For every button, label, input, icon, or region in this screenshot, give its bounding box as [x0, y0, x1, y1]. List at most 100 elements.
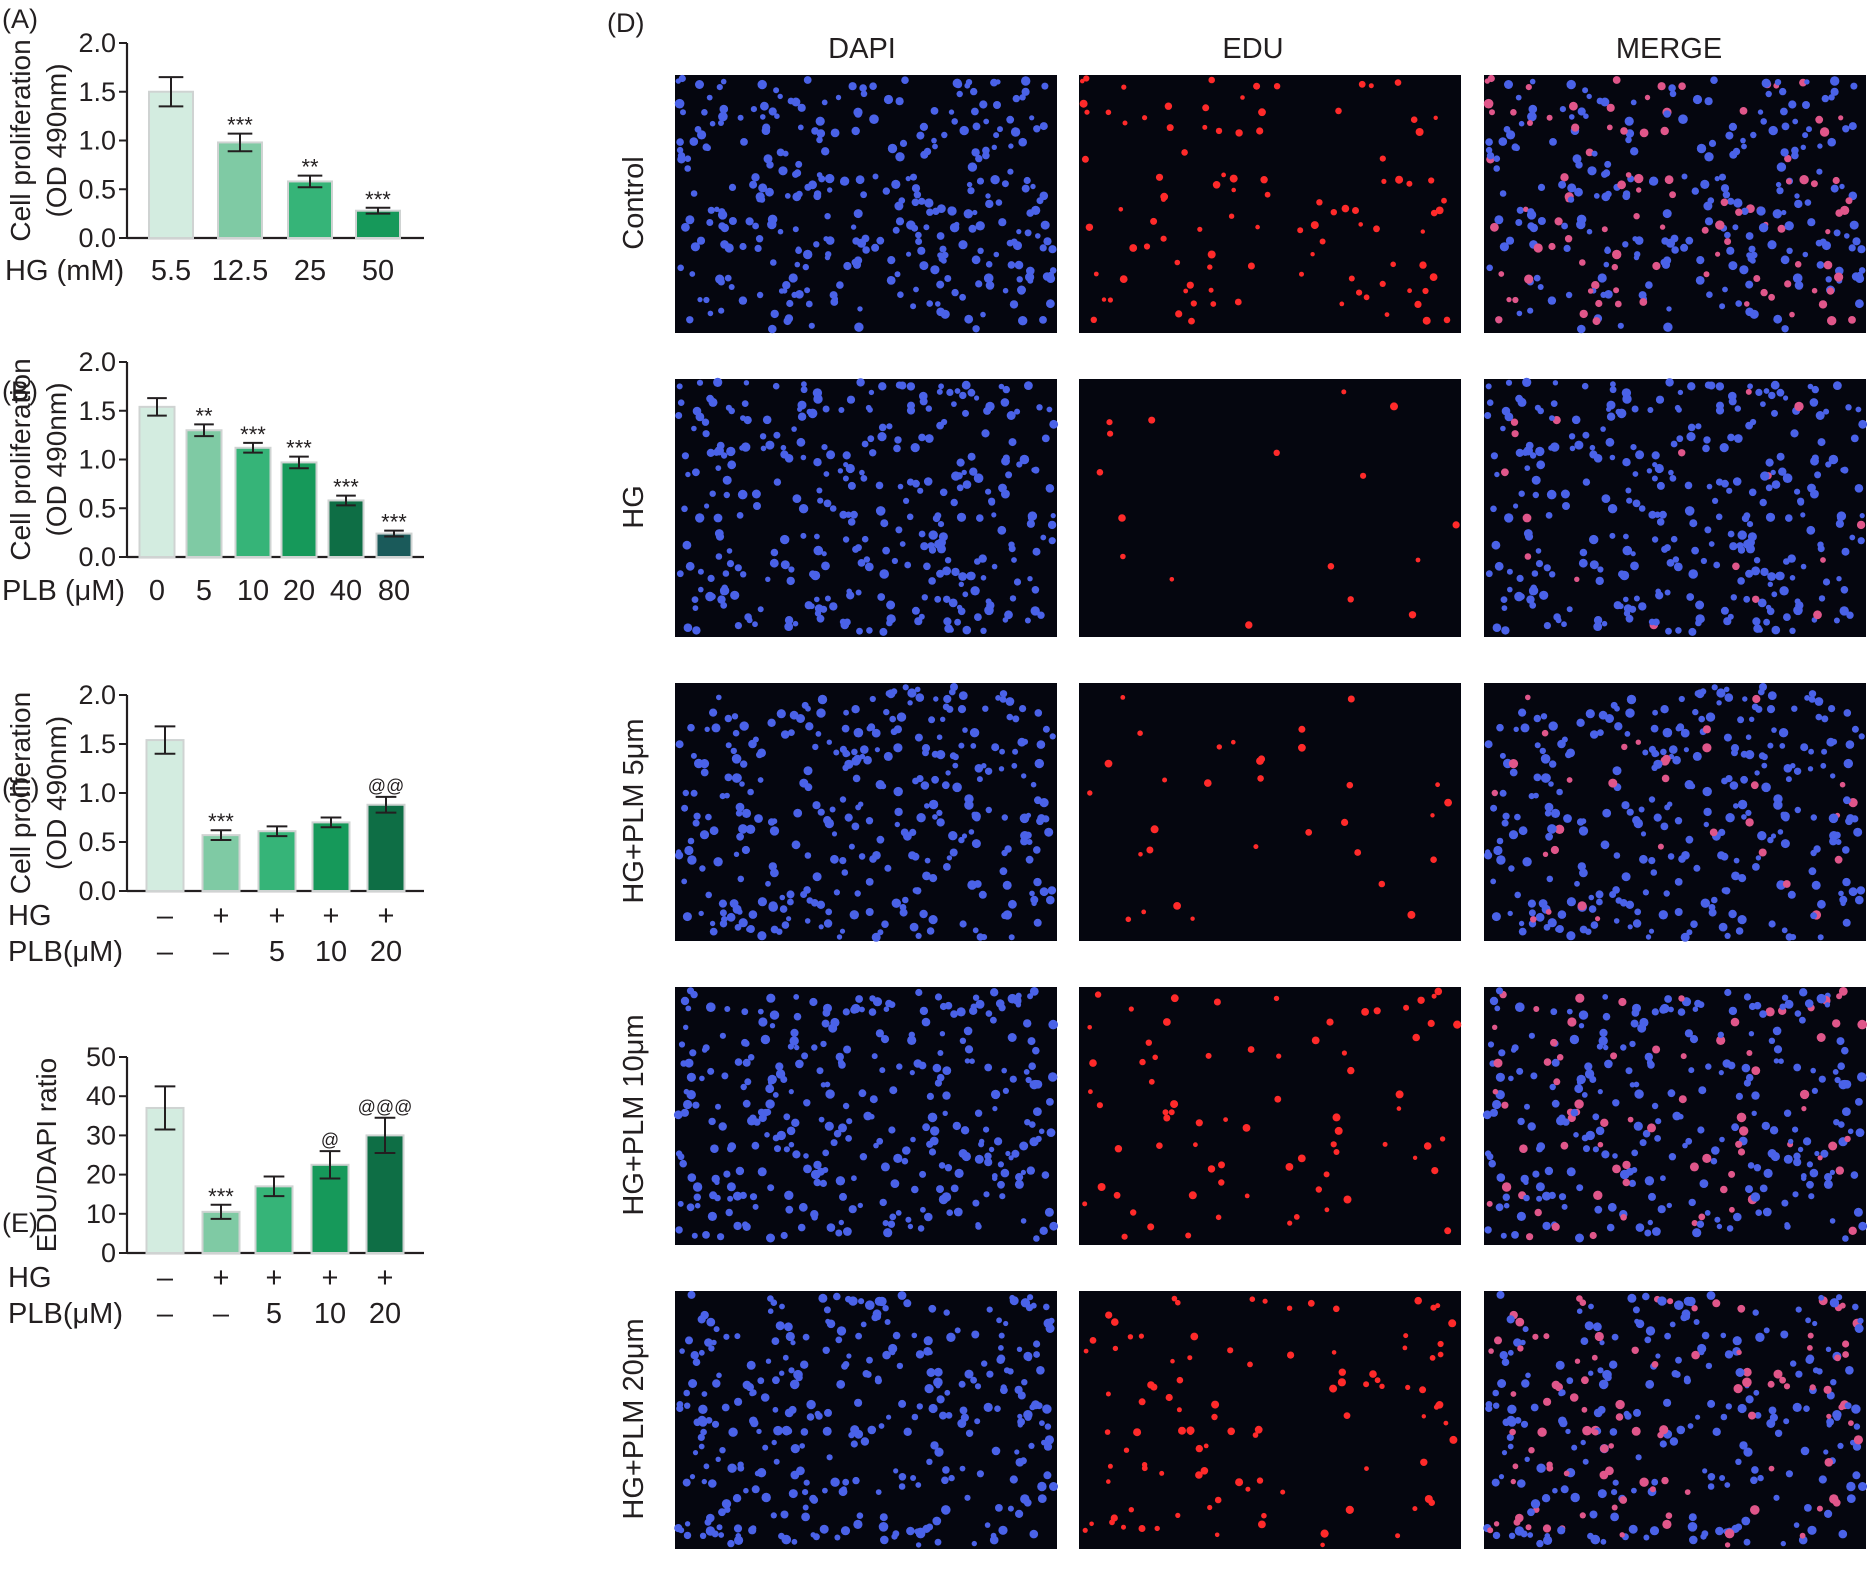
merged-nucleus [1657, 82, 1666, 91]
edu-nucleus [1343, 1195, 1352, 1204]
merged-nucleus [1626, 694, 1637, 705]
merged-nucleus [1657, 1296, 1667, 1306]
merged-nucleus [1557, 1526, 1566, 1535]
dapi-nucleus [684, 1402, 691, 1409]
merged-nucleus [1806, 525, 1816, 535]
y-axis-label: (OD 490nm) [41, 382, 72, 536]
merged-nucleus [1711, 1146, 1720, 1155]
dapi-nucleus [886, 276, 896, 285]
merged-nucleus [1593, 1322, 1602, 1332]
merged-nucleus [1625, 708, 1635, 718]
dapi-nucleus [826, 1223, 836, 1232]
dapi-nucleus [738, 296, 748, 305]
merged-nucleus [1772, 1026, 1782, 1036]
dapi-nucleus [1003, 1320, 1009, 1327]
dapi-nucleus [734, 1333, 741, 1340]
dapi-nucleus [998, 218, 1007, 227]
merged-nucleus [1818, 1294, 1825, 1301]
dapi-nucleus [1027, 514, 1035, 522]
dapi-nucleus [758, 1017, 768, 1027]
y-tick-label: 0.0 [78, 876, 116, 906]
dapi-nucleus [716, 1372, 722, 1379]
dapi-nucleus [751, 489, 761, 499]
merged-nucleus [1720, 852, 1729, 861]
dapi-nucleus [768, 901, 778, 911]
merged-nucleus [1619, 570, 1630, 581]
dapi-nucleus [738, 918, 748, 928]
edu-nucleus [1245, 1486, 1251, 1492]
dapi-nucleus [887, 143, 898, 154]
merged-nucleus [1715, 513, 1723, 521]
dapi-nucleus [1048, 1072, 1058, 1082]
dapi-nucleus [757, 1377, 765, 1385]
dapi-nucleus [786, 916, 792, 922]
edu-nucleus [1320, 1542, 1325, 1548]
dapi-nucleus [740, 760, 748, 768]
merged-nucleus [1546, 1464, 1554, 1472]
merged-nucleus [1652, 1045, 1661, 1054]
dapi-nucleus [990, 1016, 997, 1024]
dapi-nucleus [944, 275, 952, 282]
dapi-nucleus [711, 1530, 719, 1538]
merged-nucleus [1498, 1474, 1505, 1480]
dapi-nucleus [908, 1031, 915, 1039]
merged-nucleus [1635, 739, 1642, 745]
dapi-nucleus [967, 187, 975, 195]
merged-nucleus [1646, 468, 1653, 474]
merged-nucleus [1660, 126, 1669, 136]
merged-nucleus [1535, 912, 1545, 922]
edu-nucleus [1247, 262, 1255, 270]
dapi-nucleus [773, 431, 781, 439]
edu-nucleus [1274, 1095, 1282, 1103]
merged-nucleus [1716, 1035, 1726, 1045]
dapi-nucleus [705, 891, 712, 899]
dapi-nucleus [683, 623, 693, 632]
dapi-nucleus [1015, 1458, 1025, 1467]
merged-nucleus [1690, 920, 1698, 928]
merged-nucleus [1702, 743, 1712, 753]
merged-nucleus [1706, 291, 1713, 299]
merged-nucleus [1661, 774, 1670, 783]
dapi-nucleus [725, 742, 732, 749]
x-tick-label: 50 [362, 255, 394, 287]
merged-nucleus [1834, 272, 1844, 282]
dapi-nucleus [763, 154, 773, 164]
dapi-nucleus [943, 617, 952, 626]
merged-nucleus [1703, 271, 1710, 278]
dapi-nucleus [689, 1049, 697, 1057]
edu-nucleus [1089, 1337, 1097, 1344]
dapi-nucleus [1027, 1037, 1036, 1046]
merged-nucleus [1596, 898, 1603, 906]
merged-nucleus [1799, 1532, 1806, 1539]
merged-nucleus [1609, 891, 1617, 898]
merged-nucleus [1801, 1175, 1807, 1182]
bar [234, 446, 272, 558]
dapi-nucleus [705, 1417, 713, 1424]
merged-nucleus [1625, 900, 1635, 909]
merged-nucleus [1701, 1530, 1709, 1538]
merged-nucleus [1518, 593, 1525, 600]
merged-nucleus [1587, 288, 1594, 294]
merged-nucleus [1842, 125, 1850, 133]
merged-nucleus [1608, 778, 1618, 788]
edu-nucleus [1203, 1443, 1209, 1449]
merged-nucleus [1573, 1132, 1579, 1138]
dapi-nucleus [825, 173, 835, 184]
merged-nucleus [1678, 449, 1686, 457]
dapi-nucleus [942, 1466, 950, 1474]
dapi-nucleus [1050, 513, 1056, 519]
dapi-nucleus [974, 1154, 984, 1164]
dapi-nucleus [1044, 1423, 1052, 1430]
merged-nucleus [1677, 389, 1684, 396]
dapi-nucleus [776, 928, 783, 935]
dapi-nucleus [675, 851, 684, 860]
merged-nucleus [1726, 487, 1733, 494]
dapi-nucleus [932, 207, 940, 215]
dapi-nucleus [693, 1193, 701, 1201]
merged-nucleus [1598, 1379, 1609, 1390]
dapi-nucleus [1043, 237, 1052, 246]
dapi-nucleus [999, 1193, 1006, 1200]
dapi-nucleus [995, 199, 1003, 206]
x-tick-label: 12.5 [212, 255, 268, 287]
bar [185, 429, 223, 558]
